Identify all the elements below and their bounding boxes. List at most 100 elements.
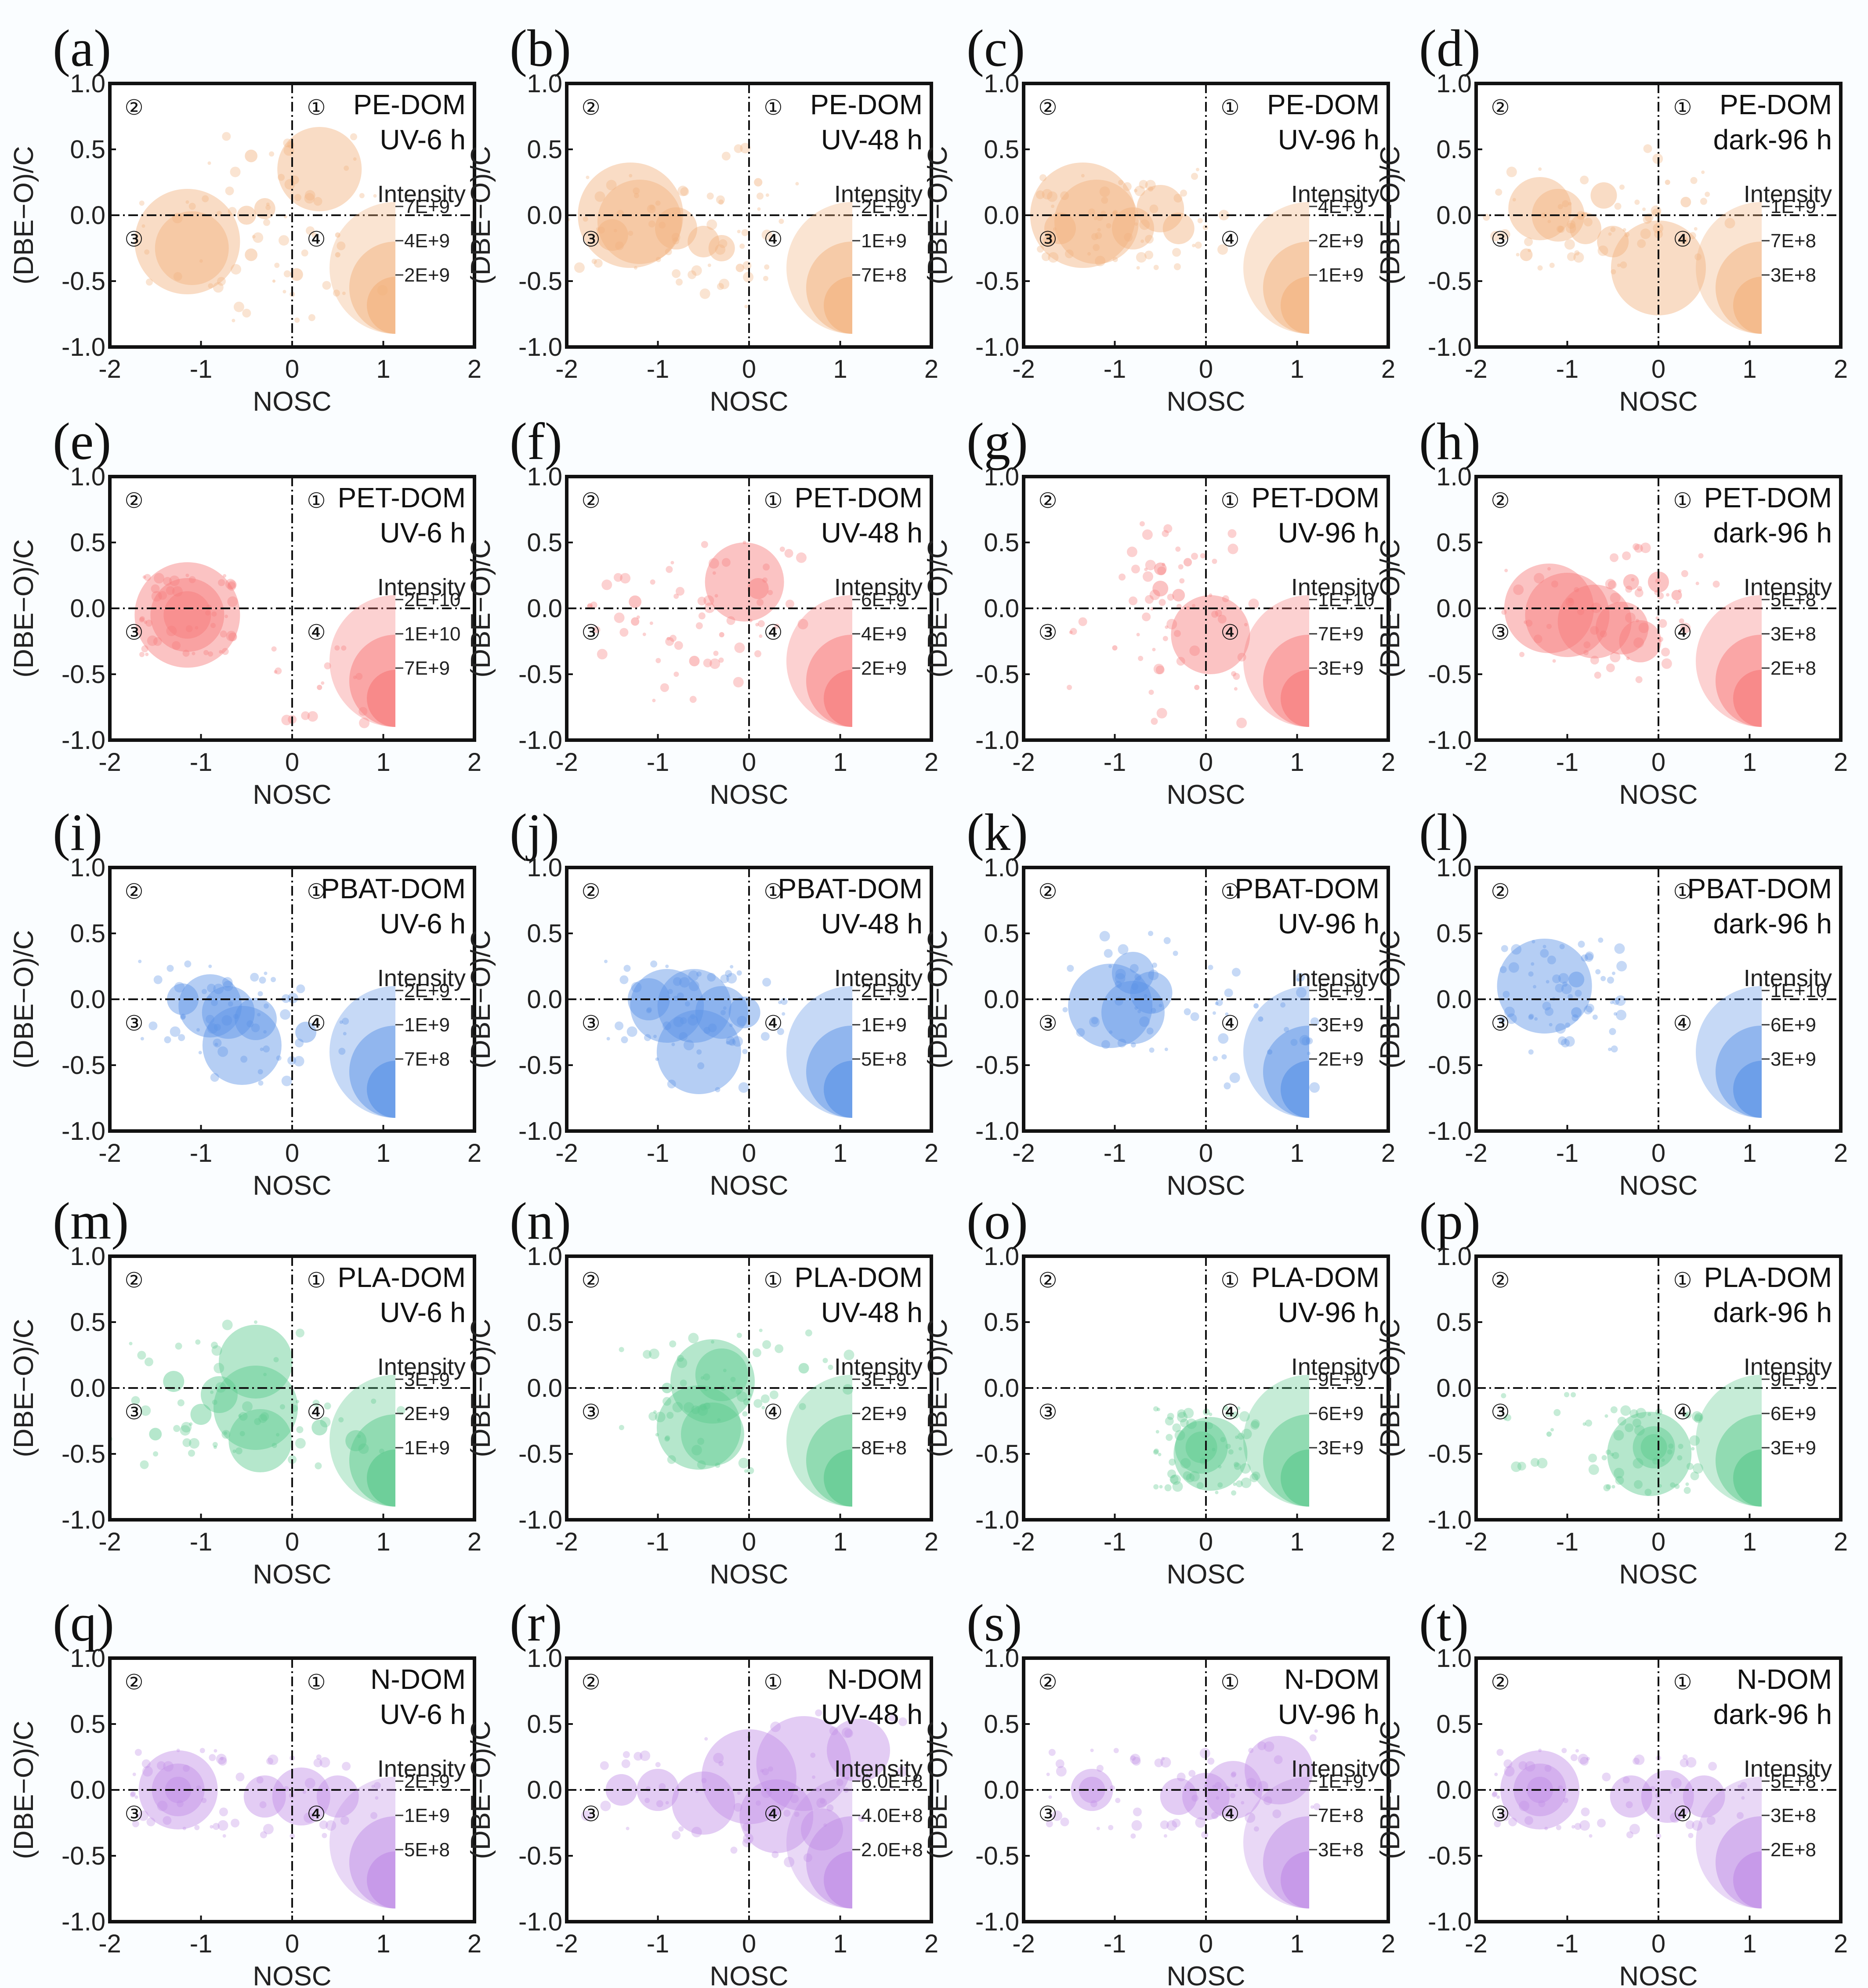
data-bubble <box>1171 595 1250 674</box>
data-point-small <box>778 218 784 224</box>
data-point-small <box>1180 1418 1189 1428</box>
data-point-small <box>679 1032 688 1041</box>
data-point-small <box>730 1847 738 1854</box>
data-point-small <box>680 1379 687 1387</box>
data-point-small <box>263 219 271 226</box>
data-point-small <box>1232 1411 1239 1419</box>
data-bubble <box>1137 185 1184 232</box>
data-point-small <box>1070 628 1077 635</box>
data-point-small <box>177 1399 185 1406</box>
x-tick-label: 2 <box>1834 1528 1848 1556</box>
panel-title-sample: PE-DOM <box>1267 89 1379 120</box>
data-point-small <box>326 1820 337 1831</box>
data-point-small <box>1530 1458 1539 1467</box>
data-point-small <box>1145 180 1156 191</box>
data-point-small <box>340 1816 349 1825</box>
data-point-small <box>762 1768 769 1775</box>
data-point-small <box>756 1800 761 1806</box>
data-point-small <box>1257 1781 1268 1792</box>
data-point-small <box>1212 1011 1216 1015</box>
data-point-small <box>1176 657 1185 666</box>
data-point-small <box>166 625 177 636</box>
legend-value: 2E+9 <box>861 1403 907 1424</box>
data-point-small <box>253 232 264 243</box>
x-tick-label: 1 <box>376 1528 390 1556</box>
data-point-small <box>673 671 679 677</box>
data-point-small <box>1236 717 1247 728</box>
data-point-small <box>1670 1812 1681 1823</box>
data-point-small <box>672 237 680 245</box>
data-point-small <box>660 683 669 692</box>
data-point-small <box>319 1820 328 1829</box>
data-point-small <box>1579 1820 1590 1831</box>
data-point-small <box>683 1402 694 1413</box>
quadrant-label-2: ② <box>1038 1269 1057 1292</box>
data-point-small <box>1139 521 1145 527</box>
data-point-small <box>1214 1782 1222 1789</box>
data-point-small <box>172 641 181 650</box>
legend-bubble <box>824 277 852 334</box>
legend-value: 6E+9 <box>1318 1403 1364 1424</box>
data-point-small <box>1616 961 1627 972</box>
y-tick-label: -1.0 <box>518 1506 562 1534</box>
y-tick-label: 1.0 <box>984 69 1019 98</box>
data-bubble <box>1112 952 1154 994</box>
data-point-small <box>1512 198 1516 202</box>
y-tick-label: -1.0 <box>975 1908 1019 1936</box>
data-point-small <box>139 617 145 623</box>
data-point-small <box>166 586 175 595</box>
x-tick-label: -2 <box>1465 355 1488 383</box>
data-point-small <box>302 1790 306 1794</box>
data-point-small <box>1547 567 1551 571</box>
y-tick-label: -0.5 <box>1428 1440 1472 1468</box>
y-axis-label: (DBE−O)/C <box>466 539 496 677</box>
data-bubble <box>163 591 211 639</box>
x-tick-label: 2 <box>1381 1930 1395 1958</box>
data-point-small <box>1656 1833 1662 1839</box>
data-point-small <box>1163 1834 1167 1838</box>
y-tick-label: 0.5 <box>1436 1710 1472 1739</box>
data-point-small <box>257 1069 263 1074</box>
data-point-small <box>1668 1443 1674 1449</box>
data-point-small <box>1544 1764 1552 1772</box>
data-bubble <box>167 983 199 1015</box>
legend-bubble <box>367 670 395 727</box>
panel-title-condition: UV-96 h <box>1278 1297 1379 1328</box>
y-tick-label: 0.5 <box>1436 1308 1472 1337</box>
legend-value: 4.0E+8 <box>861 1805 923 1826</box>
data-point-small <box>1220 1437 1226 1442</box>
data-point-small <box>1556 1825 1561 1830</box>
panel-title-condition: UV-48 h <box>821 124 923 155</box>
data-point-small <box>224 1431 228 1435</box>
data-point-small <box>826 1804 834 1811</box>
data-point-small <box>231 1818 240 1828</box>
data-point-small <box>221 1015 232 1026</box>
data-point-small <box>755 623 759 627</box>
data-point-small <box>1191 1794 1199 1802</box>
data-point-small <box>1170 1474 1181 1485</box>
y-tick-label: -1.0 <box>975 726 1019 755</box>
data-point-small <box>1216 999 1223 1006</box>
data-point-small <box>1658 619 1667 628</box>
data-point-small <box>782 1012 786 1016</box>
legend-title: Intensity <box>1291 1756 1379 1782</box>
x-tick-label: -1 <box>1104 1930 1126 1958</box>
x-tick-label: 1 <box>1290 748 1304 777</box>
quadrant-label-3: ③ <box>581 228 600 251</box>
legend-bubble <box>1281 1061 1309 1118</box>
data-point-small <box>1095 256 1106 267</box>
y-tick-label: 0.5 <box>984 919 1019 948</box>
data-point-small <box>1042 189 1053 200</box>
data-point-small <box>1138 656 1144 661</box>
data-point-small <box>666 637 670 641</box>
data-point-small <box>1148 186 1154 192</box>
data-bubble <box>695 1348 748 1401</box>
y-tick-label: 0.0 <box>527 1374 562 1402</box>
panel-title-sample: PBAT-DOM <box>1687 873 1832 904</box>
x-axis-label: NOSC <box>710 1171 788 1201</box>
data-point-small <box>1192 604 1196 608</box>
y-tick-label: 1.0 <box>984 1644 1019 1673</box>
data-point-small <box>1678 1443 1683 1449</box>
